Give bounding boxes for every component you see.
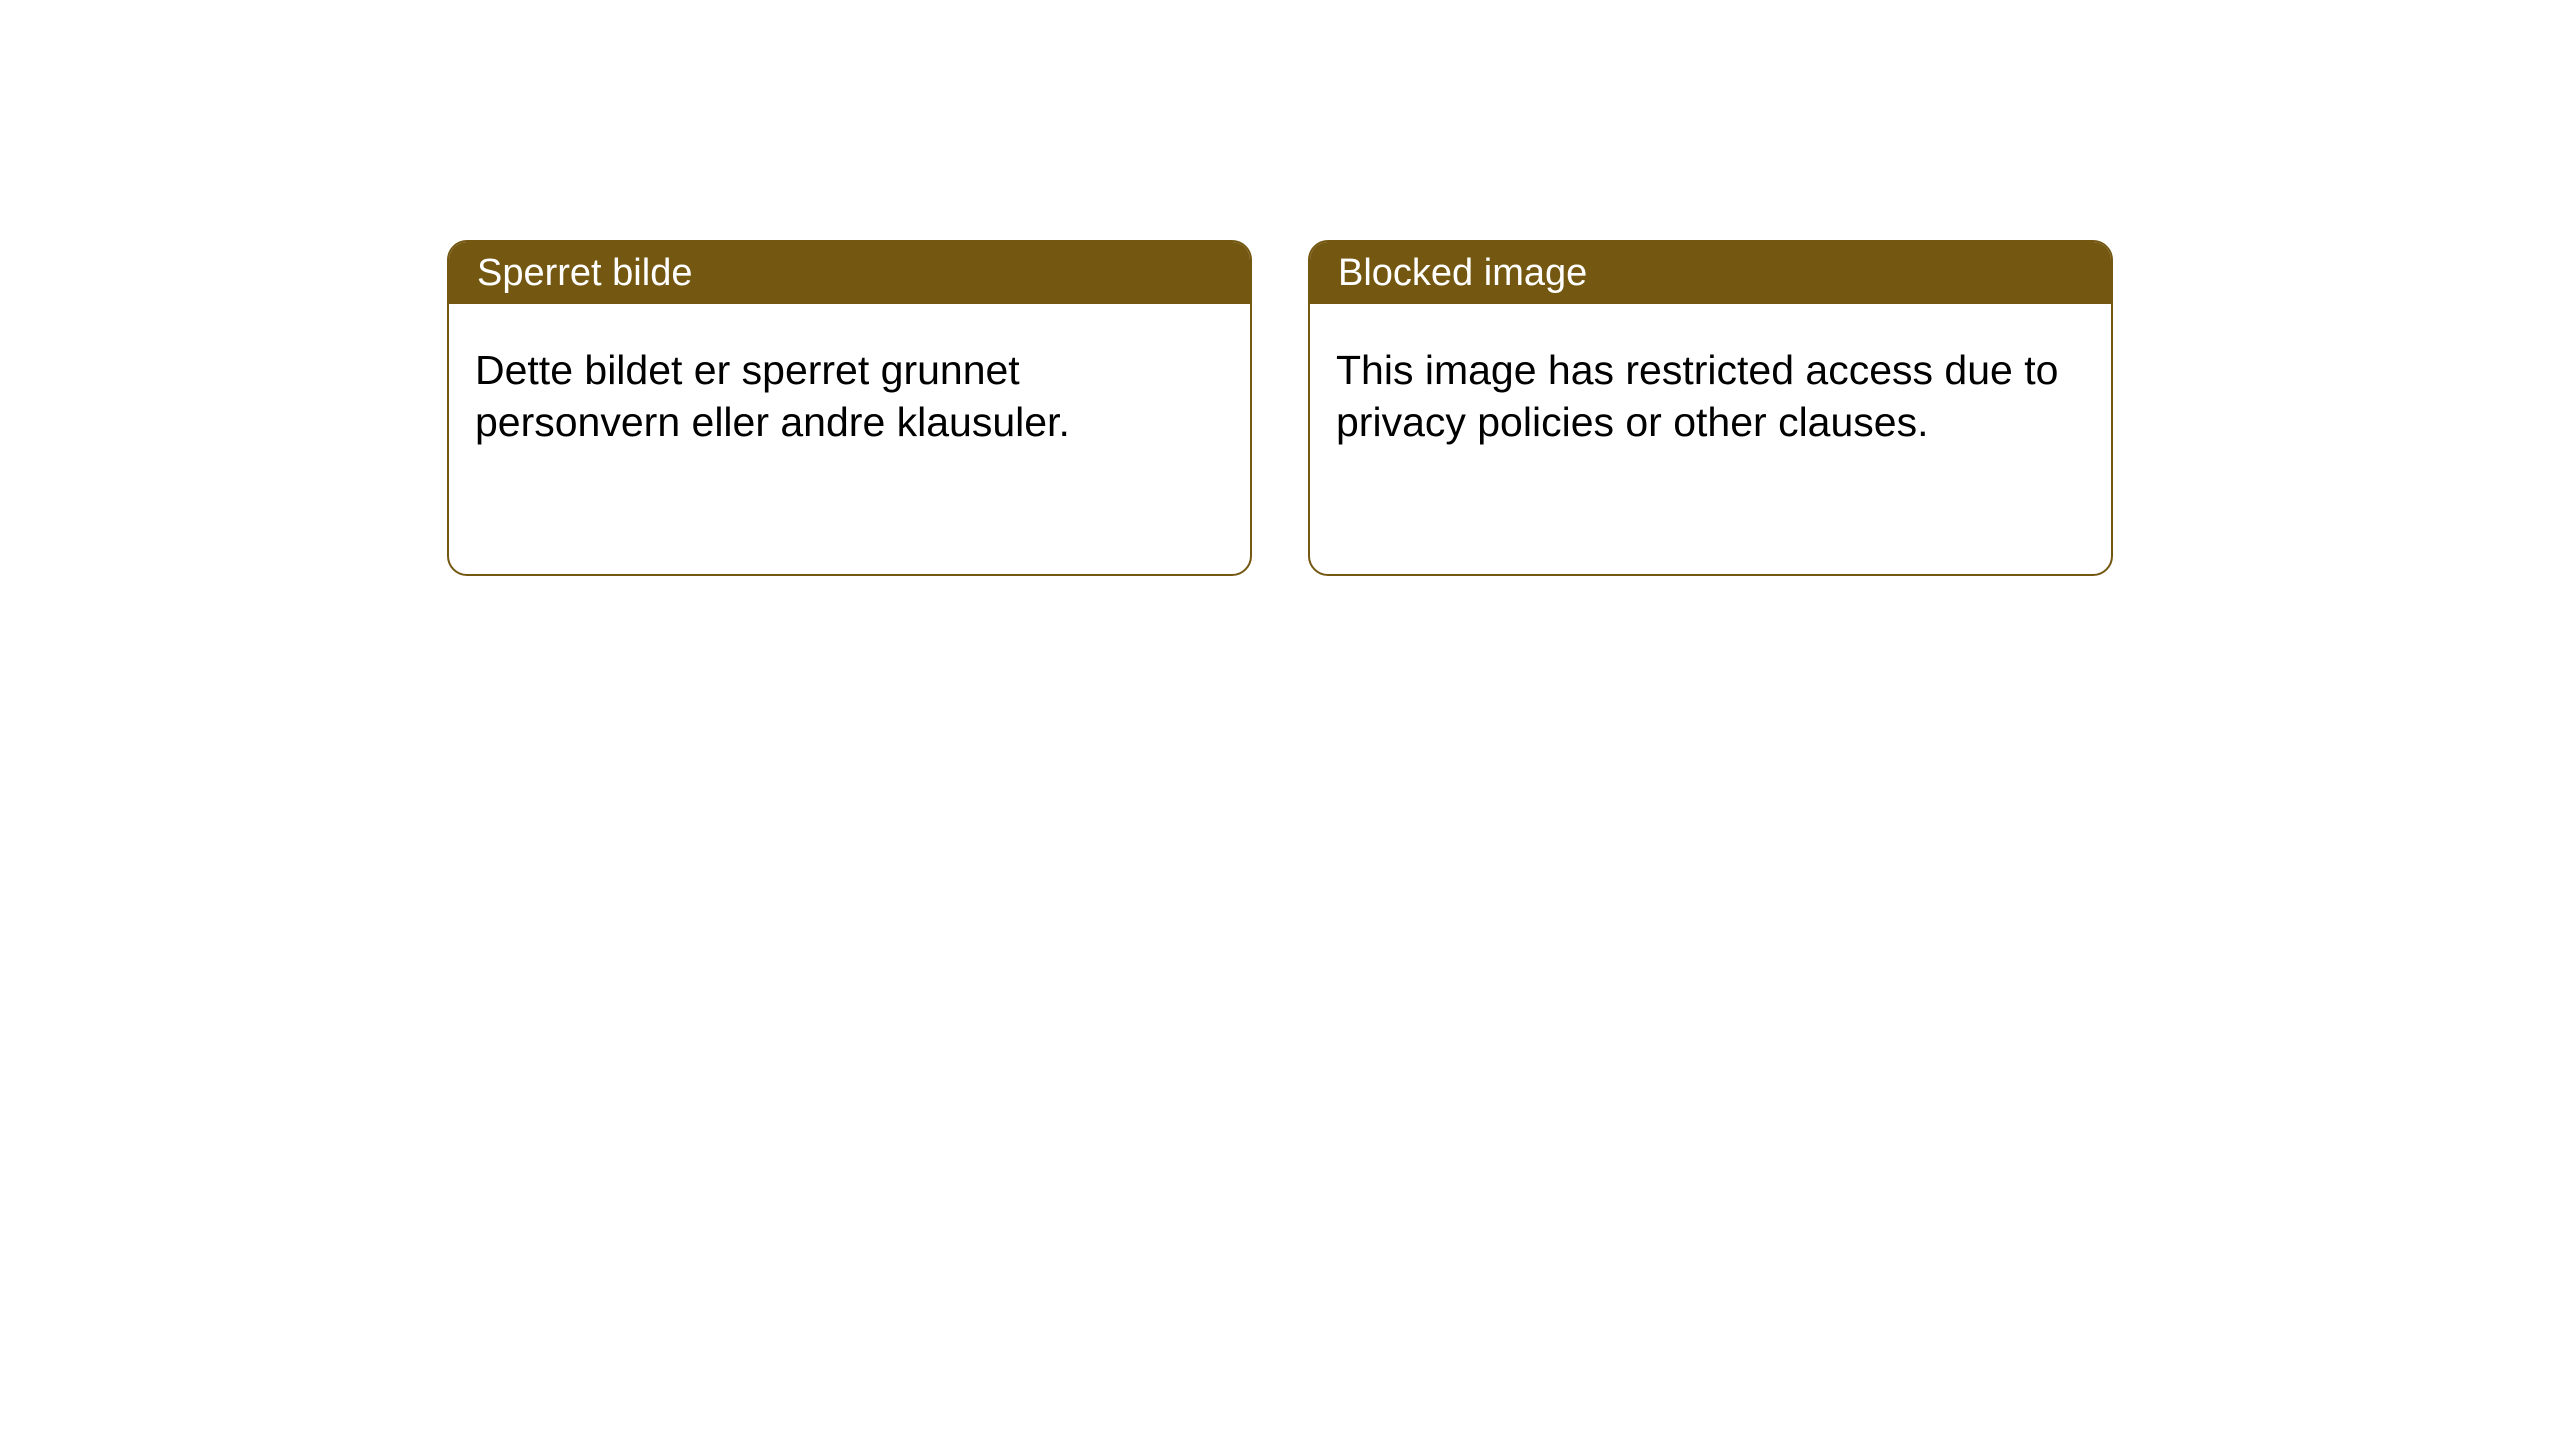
blocked-notice-panel-nb: Sperret bilde Dette bildet er sperret gr…: [447, 240, 1252, 576]
blocked-notice-row: Sperret bilde Dette bildet er sperret gr…: [447, 240, 2113, 576]
panel-body: Dette bildet er sperret grunnet personve…: [449, 304, 1250, 449]
panel-header: Blocked image: [1310, 242, 2111, 304]
panel-body: This image has restricted access due to …: [1310, 304, 2111, 449]
blocked-notice-panel-en: Blocked image This image has restricted …: [1308, 240, 2113, 576]
panel-header: Sperret bilde: [449, 242, 1250, 304]
